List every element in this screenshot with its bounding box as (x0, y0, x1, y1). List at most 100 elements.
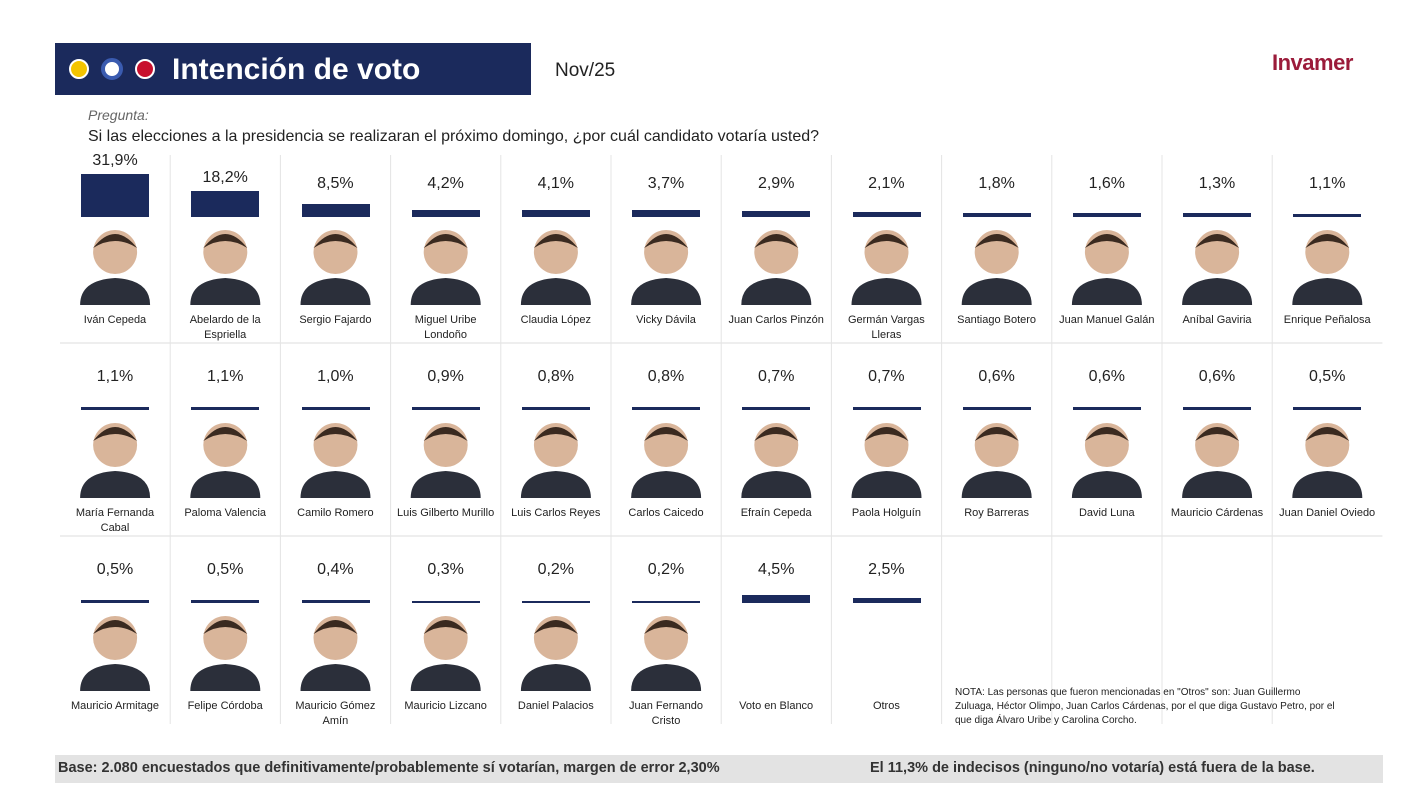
value-label: 0,6% (978, 368, 1015, 385)
value-label: 1,8% (978, 175, 1015, 192)
photo-body (1071, 278, 1142, 305)
bar (1183, 213, 1252, 215)
bar (852, 407, 921, 408)
baseline (962, 408, 1031, 410)
candidate-name: Enrique Peñalosa (1283, 314, 1371, 326)
bar (301, 600, 370, 601)
bar (411, 406, 480, 408)
photo-body (961, 278, 1032, 305)
photo-hair (533, 427, 578, 441)
photo-hair (1084, 234, 1129, 248)
photo-hair (313, 234, 358, 248)
bar (852, 212, 921, 215)
candidate-name: Aníbal Gaviria (1182, 314, 1252, 326)
photo-body (410, 278, 481, 305)
photo-hair (93, 427, 138, 441)
bar (1293, 407, 1362, 408)
bar (81, 173, 150, 215)
candidate-name: Camilo Romero (297, 507, 374, 519)
photo-body (631, 664, 702, 691)
bar (962, 212, 1031, 215)
baseline (81, 601, 150, 603)
photo-body (1071, 471, 1142, 498)
photo-hair (423, 427, 468, 441)
photo-hair (313, 620, 358, 634)
candidate-name: Mauricio Armitage (70, 700, 160, 712)
photo-hair (644, 620, 689, 634)
photo-hair (533, 234, 578, 248)
baseline (1183, 215, 1252, 217)
bar (742, 595, 811, 601)
value-label: 31,9% (92, 151, 138, 169)
photo-hair (1195, 427, 1240, 441)
photo-body (410, 664, 481, 691)
baseline (411, 601, 480, 603)
base-note: Base: 2.080 encuestados que definitivame… (58, 760, 720, 776)
baseline (411, 215, 480, 217)
baseline (191, 215, 260, 217)
value-label: 1,0% (317, 368, 354, 385)
bar (191, 406, 260, 408)
photo-body (190, 278, 261, 305)
photo-hair (93, 234, 138, 248)
candidate-name: Daniel Palacios (517, 700, 594, 712)
photo-hair (864, 427, 909, 441)
photo-body (1292, 278, 1363, 305)
photo-body (631, 471, 702, 498)
photo-hair (1305, 234, 1350, 248)
baseline (81, 408, 150, 410)
baseline (521, 408, 590, 410)
baseline (742, 601, 811, 603)
value-label: 2,9% (757, 175, 795, 192)
baseline (1072, 408, 1141, 410)
photo-body (520, 471, 591, 498)
photo-body (80, 664, 151, 691)
candidate-name: Carlos Caicedo (628, 507, 704, 519)
photo-hair (203, 620, 248, 634)
bar (962, 407, 1031, 408)
bar (1183, 407, 1252, 408)
value-label: 4,2% (427, 175, 464, 192)
baseline (742, 215, 811, 217)
value-label: 2,5% (868, 561, 905, 578)
photo-hair (1084, 427, 1129, 441)
photo-hair (1305, 427, 1350, 441)
photo-body (741, 278, 812, 305)
photo-body (520, 664, 591, 691)
bar (521, 406, 590, 408)
baseline (1293, 408, 1362, 410)
photo-hair (644, 234, 689, 248)
value-label: 0,2% (647, 561, 685, 578)
baseline (852, 408, 921, 410)
bar (411, 209, 480, 215)
bar (1293, 213, 1362, 215)
candidate-name: Vicky Dávila (636, 314, 696, 326)
baseline (962, 215, 1031, 217)
candidate-name: Juan Manuel Galán (1059, 314, 1155, 326)
candidate-name: Juan Fernando Cristo (629, 700, 703, 727)
bar (1072, 407, 1141, 408)
baseline (521, 215, 590, 217)
baseline (742, 408, 811, 410)
baseline (632, 215, 701, 217)
value-label: 0,7% (757, 368, 795, 385)
photo-hair (93, 620, 138, 634)
candidate-name: Iván Cepeda (83, 314, 147, 326)
bar (742, 407, 811, 408)
photo-body (300, 664, 371, 691)
value-label: 0,4% (317, 561, 354, 578)
candidate-name: Abelardo de la Espriella (189, 314, 261, 341)
photo-body (1182, 278, 1253, 305)
note: NOTA: Las personas que fueron mencionada… (955, 687, 1335, 726)
value-label: 0,8% (537, 368, 575, 385)
photo-body (961, 471, 1032, 498)
footer-band (55, 755, 1383, 783)
baseline (301, 601, 370, 603)
candidate-name: María Fernanda Cabal (75, 507, 155, 534)
value-label: 1,1% (96, 368, 134, 385)
photo-body (1292, 471, 1363, 498)
candidate-name: Paloma Valencia (184, 507, 267, 519)
date: Nov/25 (555, 60, 616, 81)
value-label: 0,9% (427, 368, 464, 385)
baseline (521, 601, 590, 603)
